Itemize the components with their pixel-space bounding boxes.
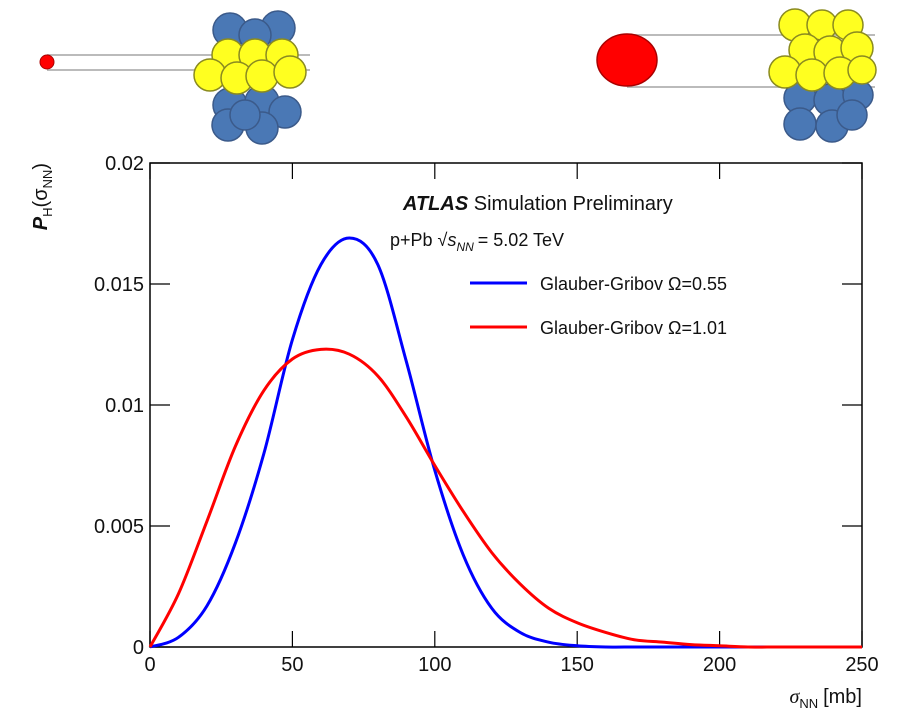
x-sub: NN <box>799 696 818 711</box>
y-axis-label: PH(σNN) <box>30 163 55 230</box>
x-tick-label: 150 <box>561 654 594 676</box>
x-tick-label: 250 <box>845 654 878 676</box>
lead-lead-illustration <box>596 8 877 143</box>
chart-title: ATLAS Simulation Preliminary <box>402 193 673 215</box>
y-arg-close: ) <box>30 163 52 170</box>
x-axis-label: σNN [mb] <box>789 686 862 711</box>
x-tick-label: 100 <box>418 654 451 676</box>
y-tick-label: 0.005 <box>94 516 144 538</box>
y-tick-label: 0.015 <box>94 274 144 296</box>
x-symbol: σ <box>789 686 800 708</box>
sqrt-s: s <box>447 230 456 250</box>
x-unit: [mb] <box>823 686 862 708</box>
y-sub: H <box>40 207 55 216</box>
y-tick-label: 0.02 <box>105 153 144 175</box>
x-tick-label: 0 <box>144 654 155 676</box>
y-symbol: P <box>30 216 52 230</box>
system: p+Pb <box>390 230 433 250</box>
y-arg-sub: NN <box>40 170 55 189</box>
x-tick-label: 200 <box>703 654 736 676</box>
data-line <box>149 236 862 649</box>
y-arg-open: (σ <box>30 188 52 208</box>
title: ATLAS <box>402 193 469 215</box>
y-tick-label: 0.01 <box>105 395 144 417</box>
energy-value: = 5.02 TeV <box>478 230 564 250</box>
data-line <box>148 347 862 649</box>
legend-label: Glauber-Gribov Ω=1.01 <box>540 318 727 338</box>
energy-label: p+Pb √sNN = 5.02 TeV <box>390 230 564 254</box>
x-tick-label: 50 <box>281 654 303 676</box>
y-tick-label: 0 <box>133 637 144 659</box>
sqrt-sub: NN <box>456 240 474 254</box>
proton-lead-illustration <box>39 10 310 145</box>
subtitle: Simulation Preliminary <box>474 193 673 215</box>
legend-label: Glauber-Gribov Ω=0.55 <box>540 274 727 294</box>
